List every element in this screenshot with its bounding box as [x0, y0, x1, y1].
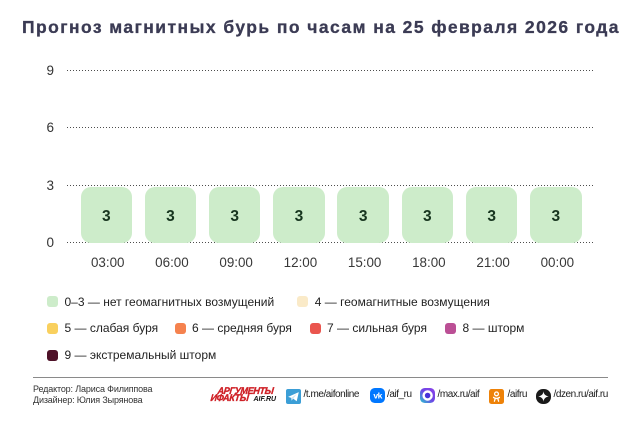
svg-text:vk: vk [373, 391, 382, 401]
